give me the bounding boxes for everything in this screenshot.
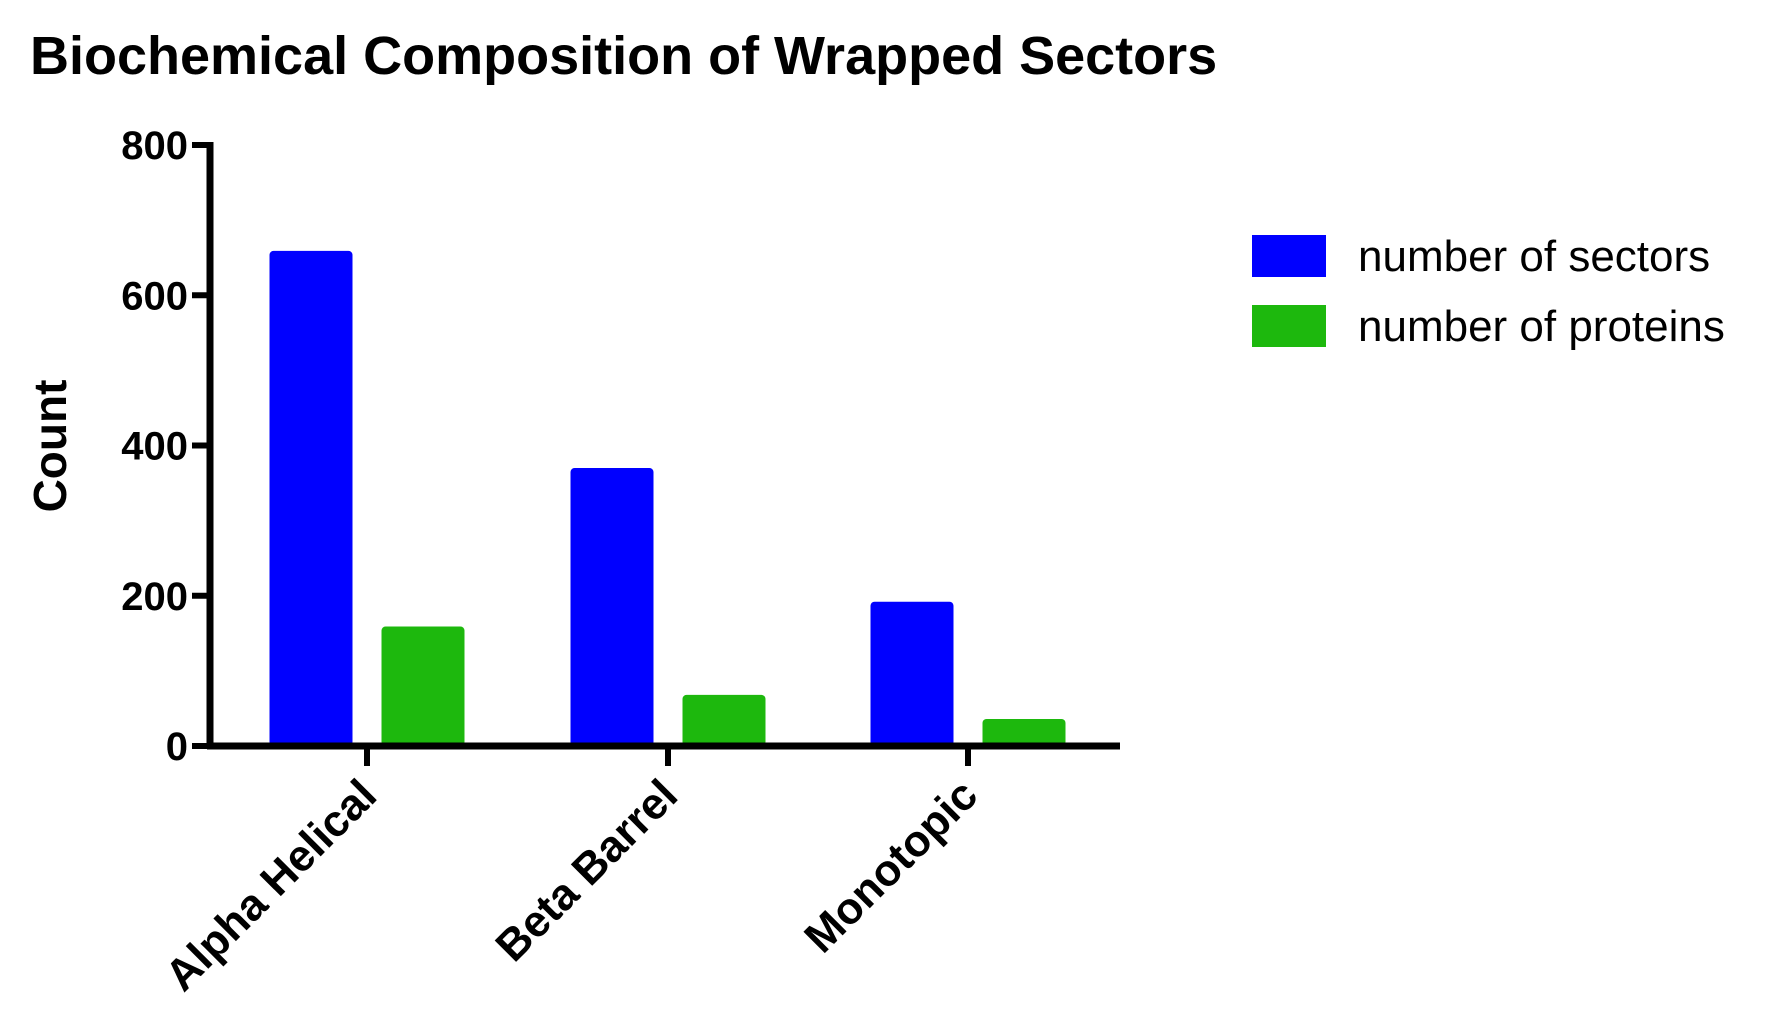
bars-group (269, 250, 1066, 746)
y-tick-label: 400 (121, 425, 188, 469)
x-category-label: Monotopic (795, 770, 987, 962)
y-ticks-group: 0 200 400 600 800 (121, 124, 210, 769)
x-categories-group: Alpha Helical Beta Barrel Monotopic (156, 746, 987, 1000)
y-tick-label: 0 (166, 725, 188, 769)
y-tick-label: 200 (121, 575, 188, 619)
legend-label-proteins: number of proteins (1358, 302, 1725, 351)
y-tick-label: 600 (121, 274, 188, 318)
bar-proteins-2 (982, 718, 1066, 746)
x-category-label: Beta Barrel (486, 770, 687, 971)
legend: number of sectors number of proteins (1252, 232, 1725, 351)
bar-sectors-2 (870, 601, 954, 746)
chart-title: Biochemical Composition of Wrapped Secto… (30, 26, 1217, 86)
legend-swatch-sectors (1252, 235, 1326, 277)
legend-swatch-proteins (1252, 305, 1326, 347)
bar-sectors-1 (570, 468, 654, 746)
y-axis-label: Count (24, 380, 76, 513)
x-category-label: Alpha Helical (156, 770, 386, 1000)
bar-proteins-1 (682, 694, 766, 746)
bar-sectors-0 (269, 250, 353, 746)
legend-label-sectors: number of sectors (1358, 232, 1710, 281)
y-tick-label: 800 (121, 124, 188, 168)
bar-proteins-0 (381, 626, 465, 746)
